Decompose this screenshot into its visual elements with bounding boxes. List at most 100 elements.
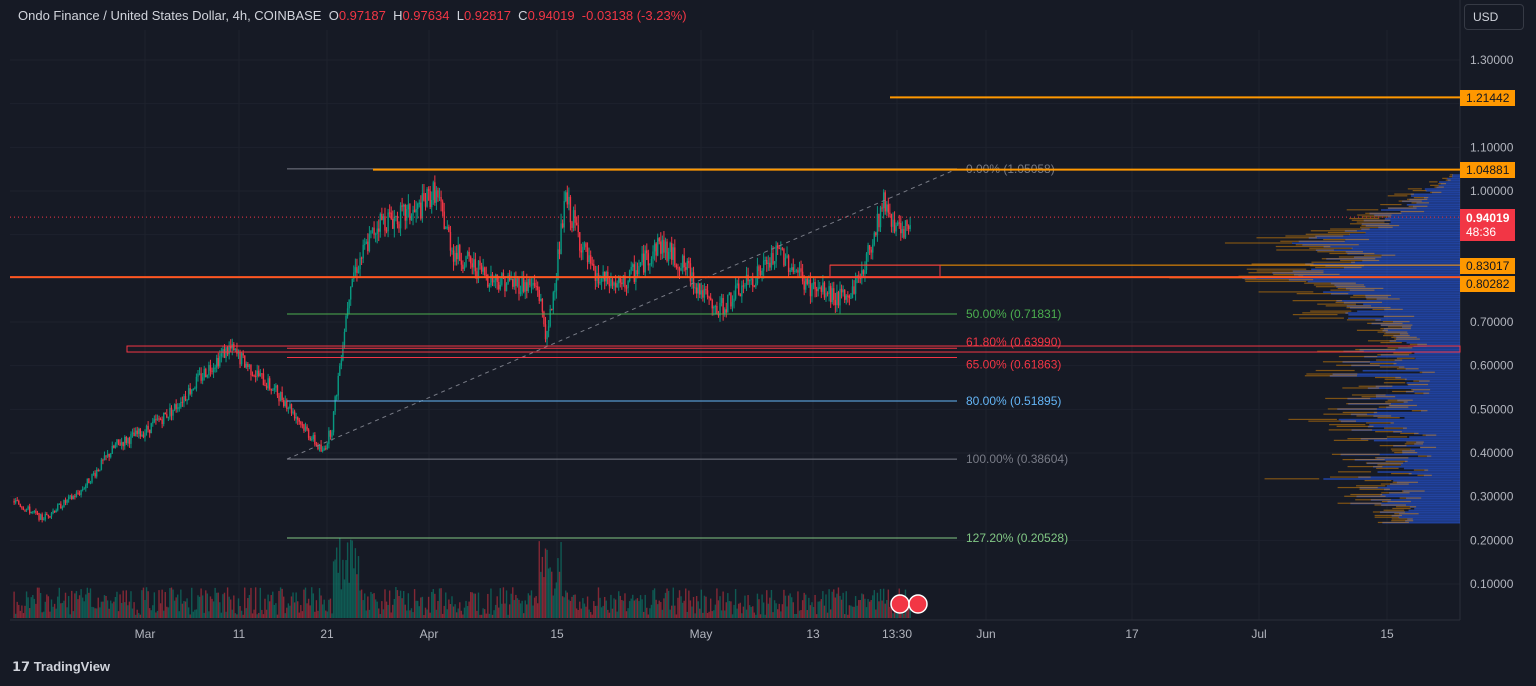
volume-profile-bar [1408, 383, 1460, 386]
volume-profile-bar [1317, 251, 1364, 253]
volume-bar [262, 614, 265, 618]
candle-body [558, 249, 561, 255]
volume-profile-bar [1412, 389, 1460, 391]
volume-profile-bar [1442, 177, 1448, 179]
volume-bar [102, 601, 104, 618]
volume-bar [192, 611, 195, 618]
volume-profile-bar [1388, 207, 1460, 210]
volume-bar [306, 603, 308, 618]
volume-profile-bar [1436, 186, 1460, 189]
volume-bar [265, 609, 268, 618]
candle-body [240, 353, 243, 365]
candle-body [326, 443, 329, 449]
volume-profile-bar [1244, 279, 1314, 281]
volume-profile-bar [1411, 389, 1431, 391]
volume-bar [466, 606, 469, 618]
candle-body [600, 279, 603, 282]
volume-profile-bar [1367, 340, 1397, 342]
volume-profile-bar [1310, 230, 1357, 232]
candle-body [191, 389, 193, 394]
volume-profile-bar [1315, 369, 1355, 372]
volume-profile-bar [1392, 507, 1411, 510]
candle-body [652, 251, 654, 259]
candle-body [339, 365, 341, 376]
candle-body [649, 263, 651, 266]
volume-bar [833, 589, 835, 618]
volume-profile-bar [1387, 500, 1460, 503]
candle-body [521, 277, 523, 292]
candle-body [491, 274, 494, 283]
candle-body [618, 277, 620, 284]
volume-bar [903, 613, 905, 618]
volume-bar [736, 608, 738, 618]
candle-body [667, 251, 670, 261]
candle-body [625, 287, 628, 289]
volume-profile-bar [1363, 303, 1460, 306]
volume-bar [323, 599, 325, 618]
candle-body [814, 282, 816, 290]
volume-bar [755, 614, 757, 618]
volume-bar [346, 542, 349, 618]
range-box [829, 264, 941, 278]
candle-body [847, 295, 849, 297]
candle-body [413, 209, 416, 213]
candle-body [163, 412, 165, 424]
volume-profile-bar [1381, 500, 1411, 503]
volume-bar [822, 591, 824, 618]
candle-body [632, 264, 634, 267]
volume-bar [35, 603, 37, 618]
volume-bar [254, 587, 257, 618]
volume-bar [357, 556, 360, 618]
candle-body [230, 345, 232, 349]
volume-profile-bar [1400, 464, 1460, 466]
candle-body [780, 248, 782, 250]
candle-body [593, 263, 595, 271]
volume-profile-bar [1404, 460, 1460, 463]
candle-body [30, 511, 32, 514]
volume-bar [81, 597, 84, 618]
candle-body [594, 270, 597, 281]
volume-bar [638, 601, 640, 618]
volume-profile-bar [1288, 418, 1337, 421]
volume-profile-bar [1336, 300, 1460, 302]
volume-bar [680, 596, 682, 618]
volume-bar [544, 548, 547, 618]
candle-body [851, 286, 854, 298]
tradingview-logo[interactable]: 𝟭𝟳 TradingView [12, 659, 111, 674]
volume-profile-bar [1380, 354, 1460, 356]
volume-bar [16, 601, 18, 618]
candle-body [477, 260, 480, 279]
volume-profile-bar [1377, 464, 1402, 466]
volume-bar [187, 607, 190, 618]
volume-bar [170, 587, 173, 618]
volume-bar [694, 613, 696, 618]
candle-body [755, 283, 757, 287]
us-flag-event-icon [890, 594, 910, 614]
candle-body [120, 442, 123, 446]
volume-profile-bar [1386, 436, 1408, 438]
candle-body [889, 212, 891, 215]
candle-body [705, 288, 707, 291]
volume-bar [811, 602, 813, 618]
volume-profile-bar [1337, 287, 1384, 290]
candle-body [455, 252, 458, 260]
candle-body [410, 215, 413, 221]
volume-bar [878, 601, 880, 618]
volume-profile-bar [1343, 301, 1460, 304]
volume-bar [745, 609, 748, 618]
candle-body [864, 270, 866, 274]
volume-profile-bar [1406, 497, 1460, 500]
volume-bar [244, 587, 246, 618]
volume-bar [75, 591, 78, 618]
volume-profile-bar [1325, 305, 1372, 307]
volume-profile-bar [1396, 506, 1417, 508]
candle-body [295, 417, 297, 419]
candle-body [727, 294, 729, 313]
candle-body [529, 278, 531, 285]
currency-button[interactable]: USD [1464, 4, 1524, 30]
volume-profile-bar [1417, 474, 1432, 476]
candle-body [435, 190, 438, 203]
volume-bar [69, 614, 71, 618]
candle-body [781, 248, 784, 250]
